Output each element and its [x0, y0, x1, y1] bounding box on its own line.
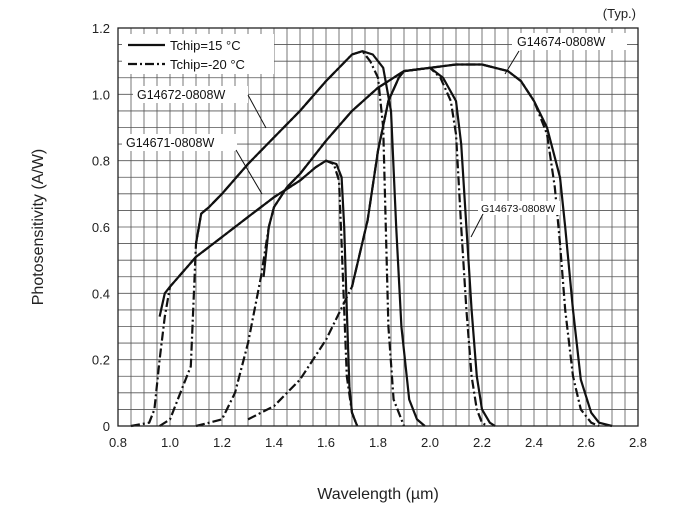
x-tick-label: 1.8: [369, 435, 387, 450]
callouts: G14674-0808W G14672-0808W G14671-0808W G…: [122, 33, 627, 238]
series-line-g14673-0808w-15c: [262, 66, 496, 427]
callout-g14673: G14673-0808W: [481, 203, 555, 215]
callout-bg-g14671: [122, 134, 237, 151]
leader-g14673: [470, 213, 484, 238]
series-layer: [130, 50, 613, 428]
x-tick-label: 2.2: [473, 435, 491, 450]
callout-g14674: G14674-0808W: [517, 35, 605, 49]
callout-bg-g14674: [512, 33, 627, 50]
y-tick-label: 1.0: [92, 87, 110, 102]
x-tick-label: 2.4: [525, 435, 543, 450]
x-axis-title: Wavelength (µm): [317, 486, 439, 503]
x-tick-label: 1.4: [265, 435, 283, 450]
leader-g14672: [247, 94, 267, 129]
series-line-g14674-0808w-minus20c: [247, 63, 600, 428]
y-tick-label: 0.8: [92, 154, 110, 169]
y-tick-label: 0: [103, 419, 110, 434]
y-axis-title: Photosensitivity (A/W): [30, 149, 47, 305]
plot-frame: [117, 27, 639, 427]
callout-g14671: G14671-0808W: [126, 136, 214, 150]
legend-label-minus20c: Tchip=-20 °C: [170, 57, 245, 72]
leader-g14674: [504, 50, 520, 75]
series-line-g14672-0808w-minus20c: [159, 50, 406, 427]
legend: Tchip=15 °C Tchip=-20 °C: [122, 34, 274, 74]
x-tick-label: 2.6: [577, 435, 595, 450]
x-tick-label: 1.6: [317, 435, 335, 450]
y-tick-label: 1.2: [92, 21, 110, 36]
y-tick-label: 0.2: [92, 353, 110, 368]
series-line-g14672-0808w-15c: [194, 50, 426, 427]
x-tick-label: 2.8: [629, 435, 647, 450]
tick-labels: 0.8 1.0 1.2 1.4 1.6 1.8 2.0 2.2 2.4 2.6 2.8 0 0.2 0.4…: [92, 21, 647, 450]
series-line-g14674-0808w-15c: [350, 63, 613, 428]
callout-bg-g14673: [478, 201, 560, 215]
legend-label-15c: Tchip=15 °C: [170, 38, 241, 53]
x-tick-label: 1.2: [213, 435, 231, 450]
callout-bg-g14672: [133, 86, 248, 103]
y-tick-label: 0.6: [92, 220, 110, 235]
corner-note: (Typ.): [603, 6, 636, 21]
y-tick-label: 0.4: [92, 286, 110, 301]
x-tick-label: 1.0: [161, 435, 179, 450]
x-tick-label: 0.8: [109, 435, 127, 450]
x-tick-label: 2.0: [421, 435, 439, 450]
leader-g14671: [235, 149, 263, 195]
callout-g14672: G14672-0808W: [137, 88, 225, 102]
series-line-g14673-0808w-minus20c: [195, 66, 488, 428]
legend-background: [122, 34, 274, 74]
